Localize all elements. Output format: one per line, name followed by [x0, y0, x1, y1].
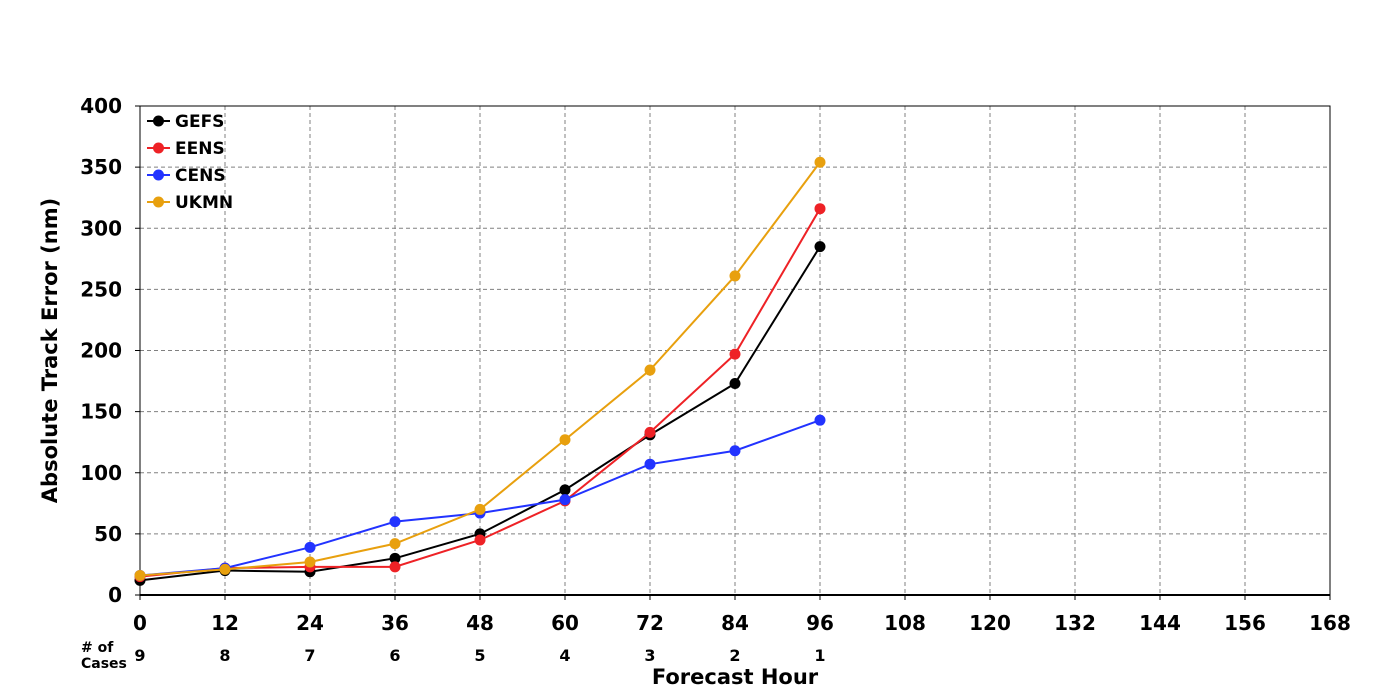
case-count: 7	[304, 646, 315, 665]
case-count: 2	[729, 646, 740, 665]
data-point	[389, 516, 401, 528]
x-tick-label: 48	[466, 611, 494, 635]
y-tick-label: 150	[80, 400, 122, 424]
series-ukmn	[134, 156, 826, 581]
y-tick-label: 250	[80, 277, 122, 301]
x-axis-title: Forecast Hour	[652, 665, 819, 689]
y-axis-title: Absolute Track Error (nm)	[38, 198, 62, 503]
legend-item-eens: EENS	[147, 139, 225, 159]
y-tick-label: 350	[80, 155, 122, 179]
y-tick-label: 100	[80, 461, 122, 485]
x-tick-label: 120	[969, 611, 1011, 635]
case-count: 4	[559, 646, 570, 665]
data-point	[389, 538, 401, 550]
x-tick-label: 84	[721, 611, 749, 635]
data-point	[644, 426, 656, 438]
legend-swatch-marker	[153, 115, 164, 127]
legend: GEFS EENS CENS UKMN	[147, 112, 233, 213]
y-tick-label: 200	[80, 339, 122, 363]
axes: 0 12 24 36 48 60 72 84 96 108 120 132 144 156 168 0 50 10…	[80, 94, 1351, 635]
data-point	[389, 552, 401, 564]
data-point	[389, 561, 401, 573]
x-tick-label: 24	[296, 611, 324, 635]
case-count: 6	[389, 646, 400, 665]
legend-label: EENS	[175, 139, 225, 159]
x-tick-label: 108	[884, 611, 926, 635]
data-point	[729, 270, 741, 282]
x-tick-label: 0	[133, 611, 147, 635]
case-count: 8	[219, 646, 230, 665]
x-tick-label: 144	[1139, 611, 1181, 635]
legend-swatch-marker	[153, 142, 164, 154]
data-point	[814, 414, 826, 426]
data-point	[559, 434, 571, 446]
data-point	[474, 534, 486, 546]
cases-label-line2: Cases	[81, 656, 127, 672]
data-point	[559, 484, 571, 496]
x-tick-label: 132	[1054, 611, 1096, 635]
x-tick-label: 156	[1224, 611, 1266, 635]
data-point	[729, 348, 741, 360]
x-tick-label: 168	[1309, 611, 1351, 635]
case-count: 9	[134, 646, 145, 665]
x-tick-label: 36	[381, 611, 409, 635]
legend-swatch-marker	[153, 196, 164, 208]
case-count: 1	[814, 646, 825, 665]
data-point	[474, 503, 486, 515]
data-point	[219, 563, 231, 575]
y-tick-label: 300	[80, 216, 122, 240]
series-layer	[134, 156, 826, 586]
x-tick-label: 12	[211, 611, 239, 635]
data-point	[644, 364, 656, 376]
y-tick-label: 400	[80, 94, 122, 118]
data-point	[304, 541, 316, 553]
legend-label: GEFS	[175, 112, 224, 132]
legend-item-gefs: GEFS	[147, 112, 224, 132]
x-tick-label: 96	[806, 611, 834, 635]
case-count: 3	[644, 646, 655, 665]
legend-item-ukmn: UKMN	[147, 193, 233, 213]
y-tick-label: 0	[108, 583, 122, 607]
case-count: 5	[474, 646, 485, 665]
data-point	[814, 203, 826, 215]
data-point	[729, 445, 741, 457]
x-tick-label: 60	[551, 611, 579, 635]
legend-label: CENS	[175, 166, 226, 186]
data-point	[814, 156, 826, 168]
x-tick-label: 72	[636, 611, 664, 635]
legend-item-cens: CENS	[147, 166, 226, 186]
data-point	[559, 494, 571, 506]
data-point	[644, 458, 656, 470]
y-tick-label: 50	[94, 522, 122, 546]
legend-label: UKMN	[175, 193, 233, 213]
legend-swatch-marker	[153, 169, 164, 181]
data-point	[304, 556, 316, 568]
data-point	[729, 378, 741, 390]
cases-label-line1: # of	[81, 640, 114, 656]
data-point	[134, 569, 146, 581]
data-point	[814, 241, 826, 253]
